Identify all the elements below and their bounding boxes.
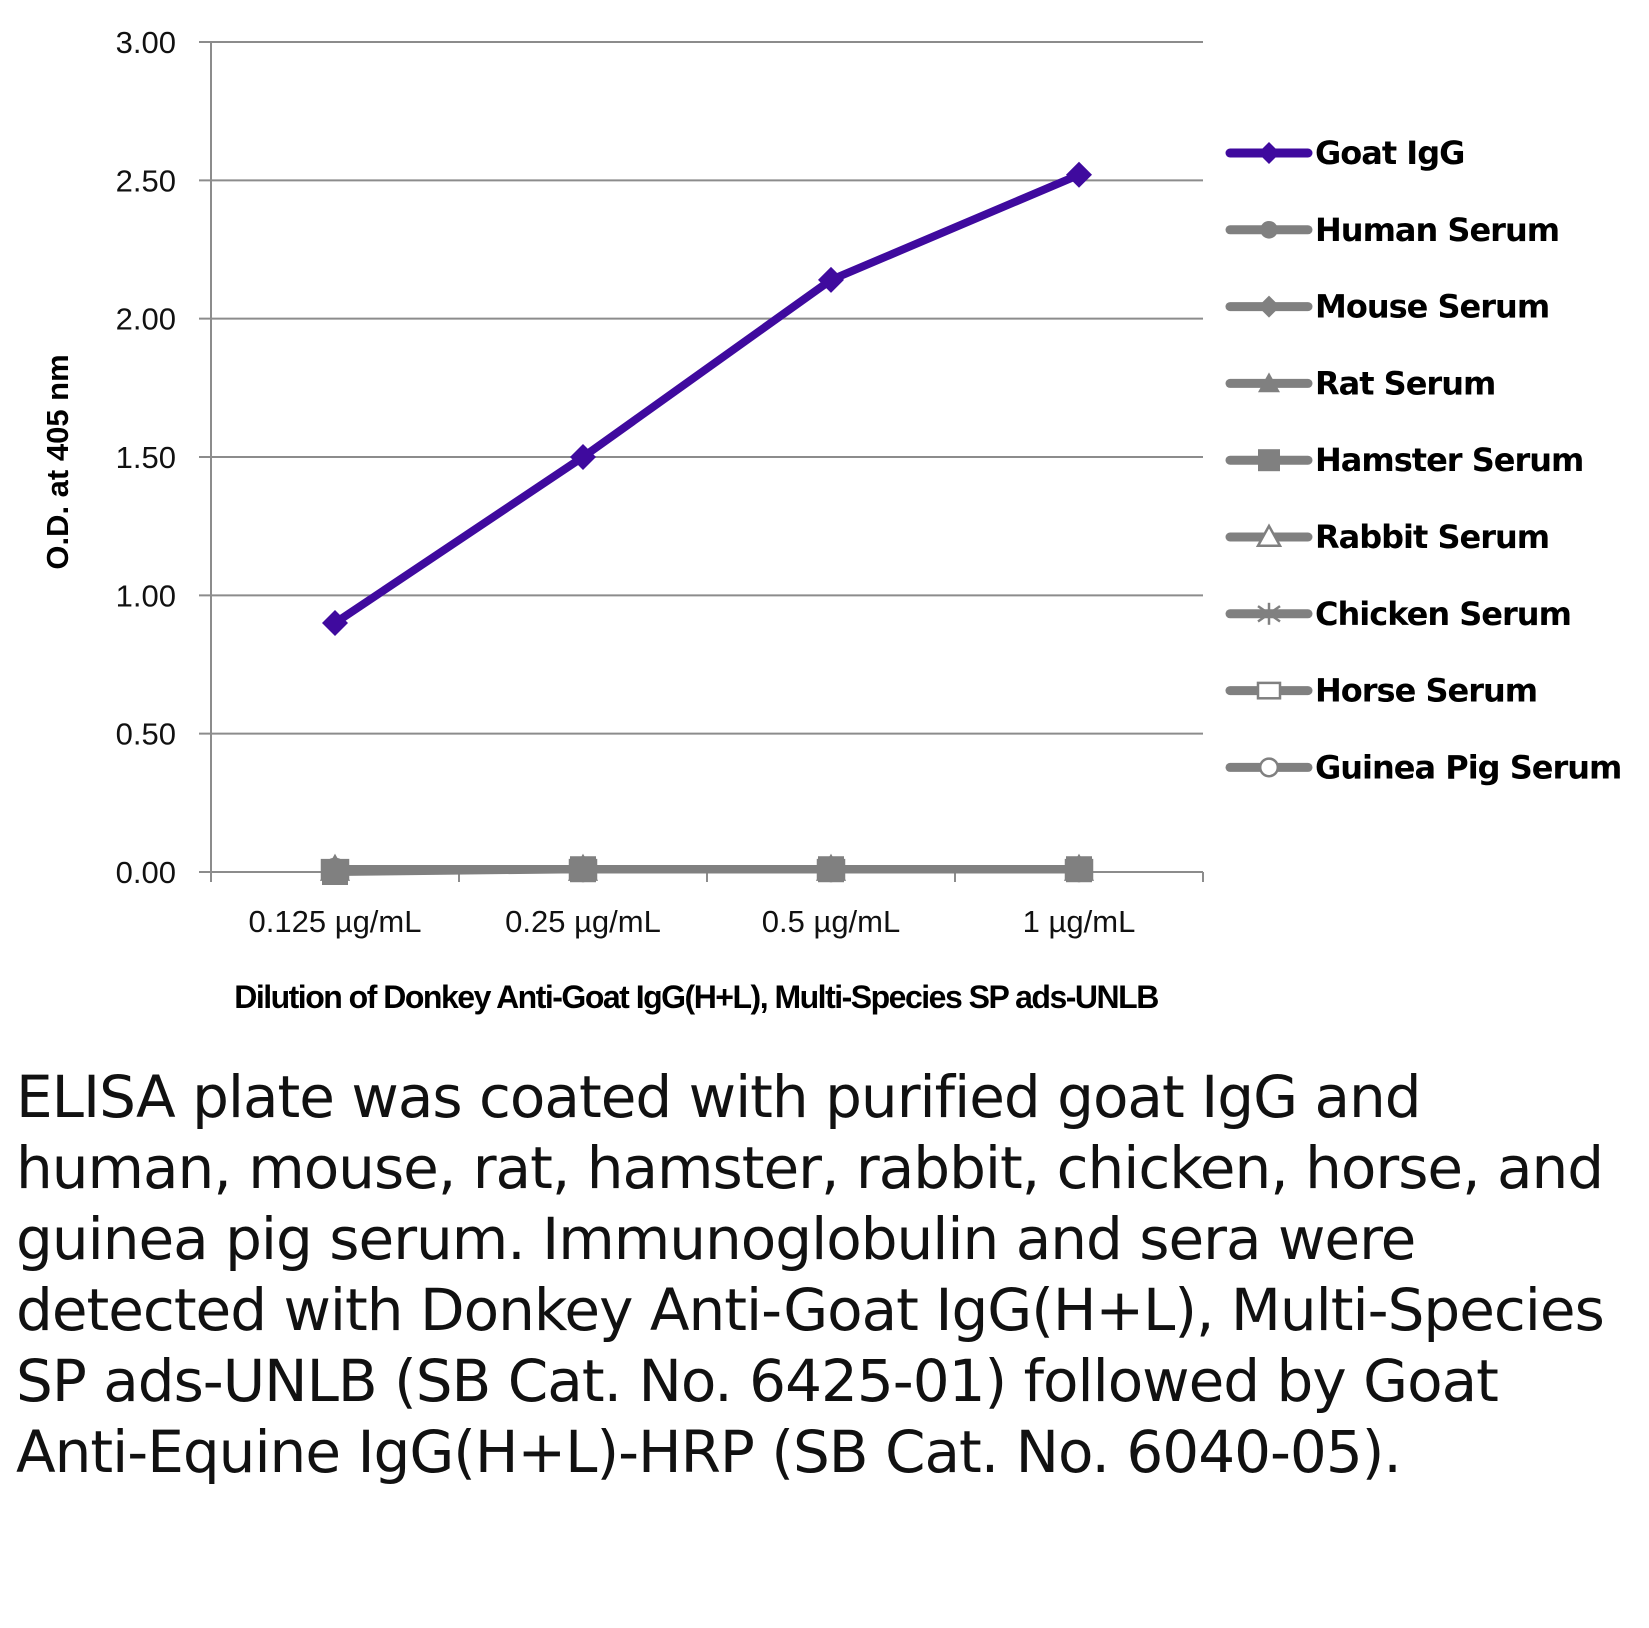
x-tick-label: 0.5 µg/mL — [762, 904, 901, 939]
legend-label: Rabbit Serum — [1315, 518, 1549, 556]
marker-circle — [572, 858, 594, 880]
legend-label: Human Serum — [1315, 211, 1559, 249]
marker-circle-open — [1258, 757, 1280, 778]
legend-label: Rat Serum — [1315, 364, 1495, 402]
series-goat-igg — [322, 161, 1092, 636]
legend-item: Guinea Pig Serum — [1225, 748, 1622, 786]
legend-label: Hamster Serum — [1315, 441, 1583, 479]
y-tick-label: 1.50 — [116, 440, 176, 475]
y-tick-label: 0.50 — [116, 717, 176, 752]
marker-diamond — [1258, 142, 1280, 164]
marker-diamond — [1258, 295, 1280, 318]
legend-item: Horse Serum — [1225, 672, 1538, 710]
marker-diamond — [1066, 161, 1092, 188]
legend-label: Goat IgG — [1315, 134, 1464, 172]
legend-item: Rat Serum — [1225, 364, 1496, 402]
marker-diamond — [570, 444, 596, 470]
marker-square — [1258, 449, 1280, 472]
legend-item: Human Serum — [1225, 211, 1560, 249]
x-axis-label: Dilution of Donkey Anti-Goat IgG(H+L), M… — [234, 979, 1158, 1015]
legend-label: Chicken Serum — [1315, 595, 1571, 633]
x-tick-label: 1 µg/mL — [1023, 904, 1136, 939]
marker-circle — [324, 858, 346, 880]
legend-item: Goat IgG — [1225, 134, 1465, 172]
legend-item: Chicken Serum — [1225, 595, 1572, 633]
y-tick-label: 1.00 — [116, 578, 176, 613]
marker-circle — [820, 858, 842, 880]
marker-diamond — [322, 610, 348, 636]
marker-diamond — [818, 266, 844, 293]
y-tick-label: 3.00 — [116, 25, 176, 60]
y-axis-label: O.D. at 405 nm — [40, 354, 75, 569]
y-tick-label: 0.00 — [116, 855, 176, 890]
marker-asterisk — [1257, 602, 1281, 625]
marker-circle — [1068, 858, 1090, 880]
elisa-line-chart: 0.00 0.50 1.00 1.50 2.00 2.50 3.00 0.125 µg/mL 0… — [40, 25, 1622, 1015]
marker-triangle — [1258, 372, 1280, 393]
y-tick-label: 2.00 — [116, 302, 176, 337]
series-human-serum — [324, 858, 1090, 880]
legend-label: Guinea Pig Serum — [1315, 748, 1621, 786]
marker-triangle-open — [1255, 523, 1283, 548]
legend-label: Horse Serum — [1315, 672, 1537, 710]
legend-item: Mouse Serum — [1225, 288, 1550, 326]
x-tick-label: 0.125 µg/mL — [249, 904, 422, 939]
figure-caption: ELISA plate was coated with purified goa… — [16, 1063, 1605, 1486]
legend-item: Rabbit Serum — [1225, 518, 1550, 556]
legend-item: Hamster Serum — [1225, 441, 1584, 479]
marker-square-open — [1256, 681, 1282, 700]
legend-label: Mouse Serum — [1315, 288, 1549, 326]
x-tick-label: 0.25 µg/mL — [505, 904, 661, 939]
y-tick-label: 2.50 — [116, 163, 176, 198]
series-line — [332, 171, 1081, 627]
marker-circle — [1260, 221, 1278, 239]
